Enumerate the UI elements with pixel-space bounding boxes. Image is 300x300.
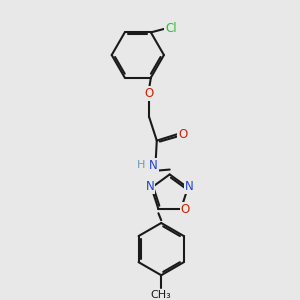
Text: O: O [181, 203, 190, 216]
Text: N: N [149, 158, 158, 172]
Text: O: O [145, 87, 154, 100]
Text: N: N [146, 181, 154, 194]
Text: H: H [136, 160, 145, 170]
Text: O: O [178, 128, 187, 141]
Text: CH₃: CH₃ [151, 290, 172, 300]
Text: N: N [185, 181, 194, 194]
Text: Cl: Cl [165, 22, 177, 35]
